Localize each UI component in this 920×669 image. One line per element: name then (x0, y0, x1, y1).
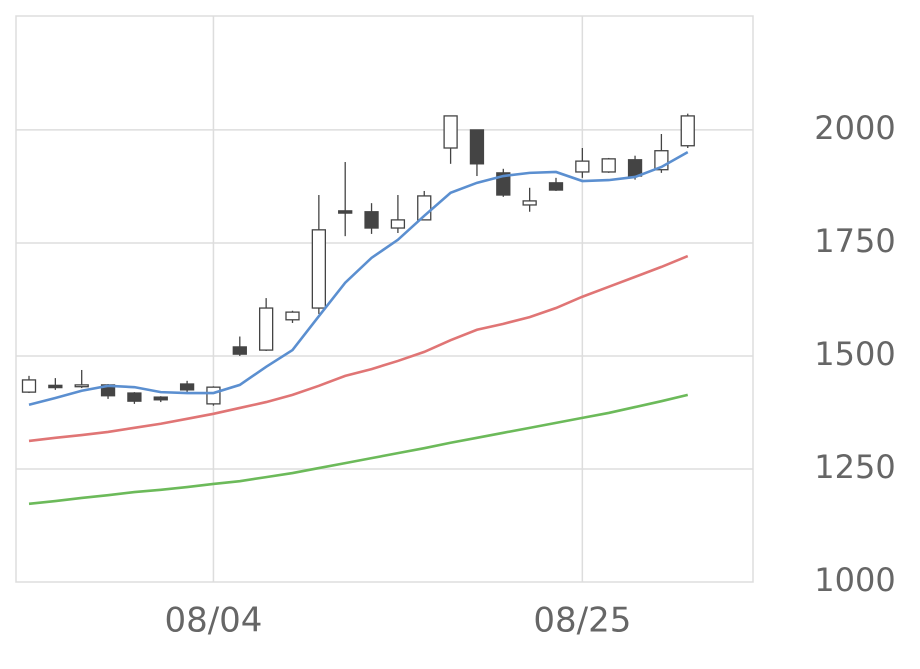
y-tick-label: 1000 (814, 561, 895, 599)
candle-body (443, 115, 458, 149)
candle-body (601, 158, 616, 173)
candle-body (338, 210, 353, 214)
candle-body (48, 384, 63, 389)
candle-body (548, 182, 564, 191)
plot-frame (15, 15, 754, 583)
candle-body (469, 129, 485, 165)
candle-body (496, 172, 511, 196)
candle-body (179, 383, 195, 391)
candle-body (21, 379, 37, 393)
candle-body (258, 307, 274, 351)
candle-body (311, 229, 327, 309)
candle-body (627, 159, 643, 177)
y-tick-label: 1250 (814, 448, 895, 486)
moving-average-line (28, 150, 689, 407)
candle-body (680, 115, 695, 147)
candle-body (285, 311, 300, 321)
moving-average-line (28, 393, 689, 506)
grid (16, 16, 753, 582)
candle-body (206, 386, 221, 405)
candle-body (390, 219, 406, 229)
candle-body (74, 384, 89, 388)
x-tick-label: 08/04 (164, 601, 262, 641)
moving-average-line (28, 254, 689, 443)
y-tick-label: 2000 (814, 109, 895, 147)
y-tick-label: 1500 (814, 335, 895, 373)
x-tick-label: 08/25 (533, 601, 631, 641)
candle-body (153, 396, 168, 401)
candle-body (575, 160, 590, 173)
candle-body (364, 211, 379, 229)
candle-body (522, 200, 537, 206)
candles (21, 113, 695, 406)
candle-body (127, 392, 142, 402)
y-tick-label: 1750 (814, 222, 895, 260)
candle-body (232, 346, 247, 355)
